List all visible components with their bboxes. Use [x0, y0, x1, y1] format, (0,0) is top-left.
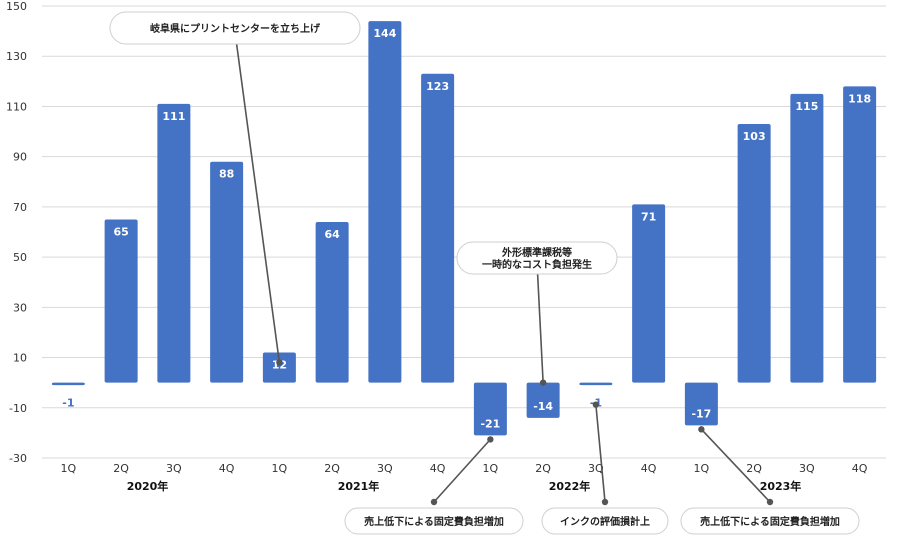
data-label: 64: [324, 228, 340, 241]
data-label: 103: [743, 130, 766, 143]
x-axis: 1Q 2Q 3Q 4Q 1Q 2Q 3Q 4Q 1Q 2Q 3Q 4Q 1Q 2Q 3Q 4Q 2020年 202…: [61, 462, 868, 493]
callout-box: [109, 11, 361, 45]
callout-dot: [698, 426, 705, 433]
bar: [315, 221, 349, 383]
callout-leader-line: [234, 31, 281, 363]
x-tick-label: 3Q: [588, 462, 604, 475]
callout-text: 売上低下による固定費負担増加: [700, 515, 840, 528]
x-tick-label: 1Q: [272, 462, 288, 475]
y-tick-label: 70: [13, 201, 27, 214]
y-tick-label: -30: [9, 452, 27, 465]
callout-box: [456, 241, 618, 275]
data-label: 88: [219, 168, 234, 181]
callout-leader-line: [700, 428, 771, 503]
x-tick-label: 1Q: [61, 462, 77, 475]
data-label: -14: [533, 400, 553, 413]
bar: [104, 219, 138, 383]
bar: [157, 103, 191, 383]
x-tick-label: 3Q: [377, 462, 393, 475]
callout-text: インクの評価損計上: [560, 515, 650, 528]
y-tick-label: -10: [9, 402, 27, 415]
bar: [632, 204, 666, 383]
y-tick-label: 110: [6, 100, 27, 113]
x-tick-label: 2Q: [113, 462, 129, 475]
data-label: -1: [62, 397, 74, 410]
year-label: 2023年: [760, 479, 802, 493]
bar: [684, 382, 718, 426]
data-label: 115: [795, 100, 818, 113]
callout-dot: [539, 379, 547, 386]
data-label: 118: [848, 92, 871, 105]
bar: [737, 124, 771, 383]
bar: [210, 161, 244, 383]
data-label: 65: [113, 225, 128, 238]
data-labels: -165111881264144123-21-14-171-1710311511…: [62, 27, 871, 430]
y-tick-label: 30: [13, 301, 27, 314]
callout-leader-line: [433, 438, 491, 503]
data-label: 111: [162, 110, 185, 123]
callout-dot: [766, 498, 774, 506]
callout-dot: [276, 359, 283, 366]
callout-dot: [601, 498, 609, 506]
data-label: 123: [426, 80, 449, 93]
x-tick-label: 4Q: [641, 462, 657, 475]
year-label: 2020年: [127, 479, 169, 493]
callout-box: [541, 507, 669, 535]
callouts: 岐阜県にプリントセンターを立ち上げ外形標準課税等一時的なコスト負担発生売上低下に…: [109, 11, 860, 535]
data-label: -17: [691, 407, 711, 420]
y-tick-label: 10: [13, 352, 27, 365]
callout-text: 岐阜県にプリントセンターを立ち上げ: [150, 22, 321, 35]
x-tick-label: 1Q: [483, 462, 499, 475]
x-tick-label: 2Q: [324, 462, 340, 475]
year-label: 2022年: [549, 479, 591, 493]
x-tick-label: 1Q: [694, 462, 710, 475]
y-tick-label: 150: [6, 0, 27, 13]
callout-dot: [430, 498, 438, 506]
x-tick-label: 4Q: [430, 462, 446, 475]
y-tick-label: 90: [13, 151, 27, 164]
bar: [51, 382, 85, 386]
callout-leader-line: [536, 261, 544, 383]
bar: [843, 86, 877, 383]
callout-text: 売上低下による固定費負担増加: [364, 515, 504, 528]
callout-leader-line: [595, 404, 606, 503]
year-label: 2021年: [338, 479, 380, 493]
y-tick-label: 130: [6, 50, 27, 63]
x-tick-label: 3Q: [166, 462, 182, 475]
data-label: -21: [480, 417, 500, 430]
callout-dot: [487, 436, 494, 443]
callout-text: 外形標準課税等: [501, 246, 572, 259]
data-label: 71: [641, 210, 656, 223]
y-axis: -30 -10 10 30 50 70 90 110 130 150: [6, 0, 27, 465]
callout-dot: [592, 401, 600, 408]
data-label: 144: [373, 27, 396, 40]
x-tick-label: 4Q: [219, 462, 235, 475]
x-tick-label: 4Q: [852, 462, 868, 475]
bar: [421, 73, 455, 383]
x-tick-label: 3Q: [799, 462, 815, 475]
bars: [51, 21, 877, 436]
callout-text: 一時的なコスト負担発生: [482, 258, 592, 271]
y-tick-label: 50: [13, 251, 27, 264]
bar: [473, 382, 507, 436]
bar: [579, 382, 613, 386]
x-tick-label: 2Q: [535, 462, 551, 475]
x-tick-label: 2Q: [746, 462, 762, 475]
bar: [526, 382, 560, 418]
bar: [790, 93, 824, 383]
bar: [262, 352, 296, 383]
callout-box: [344, 507, 524, 535]
callout-box: [680, 507, 860, 535]
bar: [368, 21, 402, 383]
